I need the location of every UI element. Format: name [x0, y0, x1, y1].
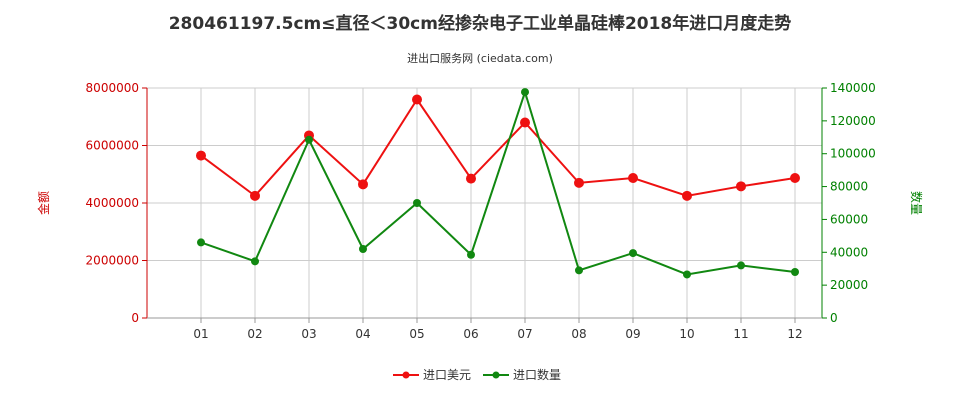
y-right-tick-label: 80000	[830, 180, 868, 194]
series-layer	[196, 88, 800, 279]
x-tick-label: 05	[409, 327, 424, 341]
y-left-axis-label: 金额	[36, 191, 51, 215]
legend: 进口美元 进口数量	[393, 367, 561, 382]
data-point-import-qty[interactable]	[737, 261, 745, 270]
y-left-tick-label: 0	[131, 311, 139, 325]
y-right-tick-label: 120000	[830, 114, 876, 128]
data-point-import-qty[interactable]	[305, 135, 313, 144]
data-point-import-qty[interactable]	[629, 249, 637, 258]
data-point-import-usd[interactable]	[682, 190, 692, 201]
y-right-tick-label: 60000	[830, 212, 868, 226]
y-right-tick-label: 100000	[830, 147, 876, 161]
x-tick-label: 08	[571, 327, 586, 341]
data-point-import-qty[interactable]	[791, 268, 799, 276]
data-point-import-usd[interactable]	[358, 179, 368, 190]
x-tick-label: 01	[193, 327, 208, 341]
y-left-tick-label: 4000000	[86, 196, 139, 210]
chart-subtitle: 进出口服务网 (ciedata.com)	[407, 51, 553, 65]
legend-marker-import-usd	[402, 371, 410, 379]
y-left-tick-label: 2000000	[86, 254, 139, 268]
legend-marker-import-qty	[492, 371, 500, 379]
data-point-import-usd[interactable]	[574, 177, 584, 188]
x-tick-label: 11	[733, 327, 748, 341]
data-point-import-usd[interactable]	[250, 190, 260, 201]
data-point-import-usd[interactable]	[790, 172, 800, 183]
legend-label-import-qty: 进口数量	[513, 367, 561, 382]
legend-item-import-qty[interactable]: 进口数量	[483, 367, 561, 382]
x-tick-label: 03	[301, 327, 316, 341]
data-point-import-usd[interactable]	[520, 117, 530, 128]
data-point-import-usd[interactable]	[736, 181, 746, 192]
y-left-tick-label: 6000000	[86, 139, 139, 153]
data-point-import-qty[interactable]	[251, 257, 259, 266]
y-right-tick-label: 40000	[830, 245, 868, 259]
ticks-layer: 0 2000000 4000000 6000000 8000000 0 20000 40000…	[86, 81, 876, 341]
data-point-import-qty[interactable]	[413, 199, 421, 207]
x-tick-label: 09	[625, 327, 640, 341]
legend-item-import-usd[interactable]: 进口美元	[393, 368, 471, 382]
data-point-import-qty[interactable]	[521, 88, 529, 97]
y-right-tick-label: 20000	[830, 278, 868, 292]
y-right-tick-label: 0	[830, 311, 838, 325]
x-tick-label: 02	[247, 327, 262, 341]
x-tick-label: 06	[463, 327, 478, 341]
data-point-import-usd[interactable]	[412, 94, 422, 105]
data-point-import-qty[interactable]	[575, 266, 583, 275]
data-point-import-qty[interactable]	[197, 238, 205, 247]
data-point-import-qty[interactable]	[683, 270, 691, 279]
data-point-import-qty[interactable]	[359, 245, 367, 253]
data-point-import-usd[interactable]	[196, 150, 206, 161]
x-tick-label: 04	[355, 327, 370, 341]
series-line-import-qty	[200, 88, 796, 276]
y-left-tick-label: 8000000	[86, 81, 139, 95]
chart-title: 280461197.5cm≤直径＜30cm经掺杂电子工业单晶硅棒2018年进口月…	[169, 13, 792, 34]
data-point-import-usd[interactable]	[628, 172, 638, 183]
x-tick-label: 07	[517, 327, 532, 341]
y-right-axis-label: 数量	[909, 191, 924, 215]
data-point-import-usd[interactable]	[466, 173, 476, 184]
series-line-import-usd	[200, 97, 796, 198]
legend-label-import-usd: 进口美元	[423, 368, 471, 382]
data-point-import-qty[interactable]	[467, 250, 475, 259]
x-tick-label: 10	[679, 327, 694, 341]
grid-layer	[147, 87, 822, 319]
x-tick-label: 12	[787, 327, 802, 341]
y-right-tick-label: 140000	[830, 81, 876, 95]
